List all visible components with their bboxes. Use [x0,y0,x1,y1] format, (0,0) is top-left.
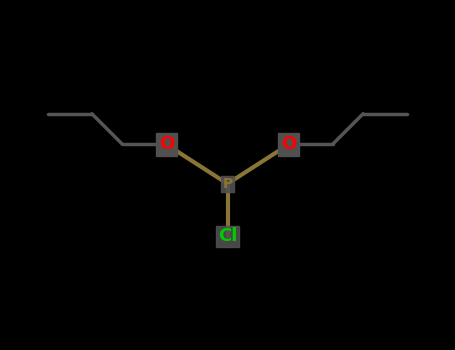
Text: Cl: Cl [218,227,237,245]
Text: P: P [222,177,233,191]
Text: O: O [159,135,174,153]
Text: O: O [281,135,296,153]
